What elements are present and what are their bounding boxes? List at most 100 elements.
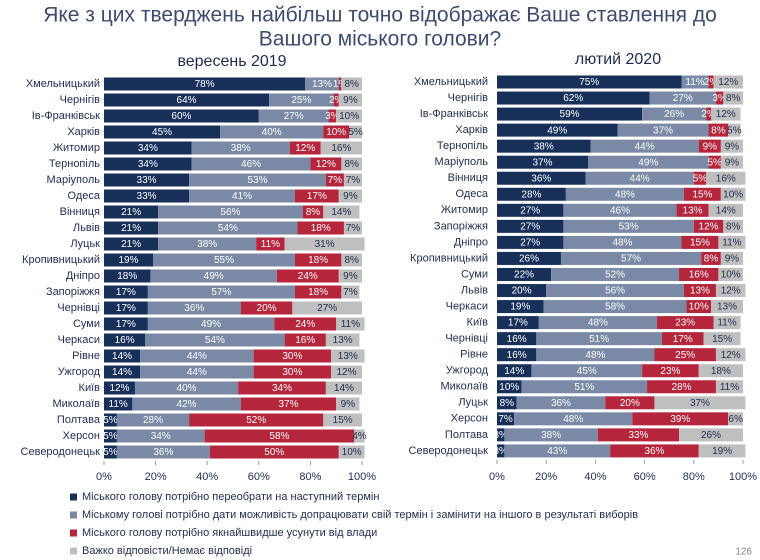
bar-segment: [104, 125, 221, 139]
value-label: 36%: [551, 398, 571, 409]
category-label: Запоріжжя: [46, 286, 100, 298]
value-label: 17%: [307, 191, 327, 202]
category-label: Херсон: [63, 430, 100, 442]
value-label: 14%: [112, 351, 132, 362]
value-label: 12%: [109, 383, 129, 394]
bar-segment: [310, 157, 342, 171]
value-label: 16%: [115, 335, 135, 346]
category-label: Хмельницький: [414, 76, 488, 88]
value-label: 40%: [177, 383, 197, 394]
value-label: 10%: [342, 447, 362, 458]
category-label: Харків: [455, 124, 488, 136]
value-label: 12%: [295, 143, 315, 154]
category-label: Чернігів: [60, 94, 101, 106]
value-label: 56%: [605, 286, 625, 297]
value-label: 38%: [534, 141, 554, 152]
value-label: 11%: [720, 382, 739, 393]
category-label: Луцьк: [70, 238, 100, 250]
bar-segment: [336, 317, 365, 331]
bar-segment: [497, 75, 682, 89]
bar-segment: [328, 109, 337, 123]
value-label: 13%: [717, 302, 737, 313]
value-label: 27%: [284, 111, 304, 122]
value-label: 34%: [138, 159, 158, 170]
value-label: 78%: [195, 79, 215, 90]
bar-segment: [536, 332, 662, 346]
value-label: 17%: [116, 319, 136, 330]
bar-segment: [191, 141, 290, 155]
bar-segment: [497, 267, 552, 281]
bar-segment: [132, 397, 241, 411]
bar-segment: [698, 364, 743, 378]
value-label: 17%: [116, 287, 136, 298]
value-label: 13%: [338, 351, 358, 362]
value-label: 42%: [177, 399, 197, 410]
bar-segment: [617, 123, 709, 137]
value-label: 27%: [520, 205, 540, 216]
bar-segment: [294, 253, 342, 267]
value-label: 14%: [716, 205, 736, 216]
bar-segment: [681, 75, 709, 89]
bar-segment: [497, 284, 547, 298]
value-label: 8%: [711, 125, 726, 136]
value-label: 30%: [282, 351, 302, 362]
bar-segment: [551, 267, 680, 281]
bar-segment: [497, 155, 589, 169]
value-label: 11%: [717, 318, 736, 329]
value-label: 13%: [333, 335, 353, 346]
bar-segment: [238, 381, 326, 395]
bar-segment: [158, 205, 303, 219]
value-label: 38%: [231, 143, 251, 154]
bar-segment: [116, 413, 190, 427]
legend-swatch: [70, 511, 77, 519]
value-label: 3%: [712, 93, 727, 104]
value-label: 15%: [333, 415, 353, 426]
value-label: 12%: [718, 77, 738, 88]
category-label: Чернівці: [57, 302, 100, 314]
value-label: 11%: [685, 77, 704, 88]
x-tick-label: 40%: [584, 471, 606, 483]
value-label: 15%: [690, 238, 710, 249]
x-tick-label: 100%: [729, 471, 757, 483]
value-label: 3%: [325, 111, 340, 122]
value-label: 48%: [588, 318, 608, 329]
value-label: 36%: [644, 446, 664, 457]
bar-segment: [715, 380, 743, 394]
value-label: 7%: [328, 175, 343, 186]
category-label: Маріуполь: [47, 174, 101, 186]
bar-segment: [104, 317, 148, 331]
bar-segment: [104, 445, 117, 459]
value-label: 18%: [117, 271, 137, 282]
bar-segment: [153, 253, 295, 267]
value-label: 14%: [504, 366, 524, 377]
bar-segment: [497, 316, 539, 330]
value-label: 23%: [660, 366, 680, 377]
value-label: 34%: [272, 383, 292, 394]
category-label: Северодонецьк: [409, 445, 489, 457]
bar-segment: [343, 173, 362, 187]
value-label: 3%: [493, 430, 508, 441]
bar-segment: [647, 380, 716, 394]
value-label: 8%: [726, 93, 741, 104]
value-label: 37%: [533, 157, 553, 168]
value-label: 44%: [630, 173, 650, 184]
bar-segment: [354, 429, 365, 443]
value-label: 2%: [704, 77, 719, 88]
value-label: 36%: [184, 303, 204, 314]
value-label: 52%: [605, 270, 625, 281]
value-label: 12%: [721, 350, 741, 361]
x-tick-label: 60%: [248, 471, 270, 483]
bar-segment: [140, 365, 254, 379]
value-label: 9%: [725, 141, 740, 152]
value-label: 38%: [541, 430, 561, 441]
bar-segment: [189, 173, 326, 187]
legend-label: Міському голові потрібно дати можливість…: [82, 509, 638, 521]
bar-segment: [240, 301, 293, 315]
value-label: 43%: [547, 446, 567, 457]
bar-segment: [693, 219, 724, 233]
bar-segment: [333, 93, 339, 107]
value-label: 15%: [692, 189, 712, 200]
bar-segment: [104, 157, 192, 171]
value-label: 48%: [615, 189, 635, 200]
category-label: Маріуполь: [435, 156, 489, 168]
